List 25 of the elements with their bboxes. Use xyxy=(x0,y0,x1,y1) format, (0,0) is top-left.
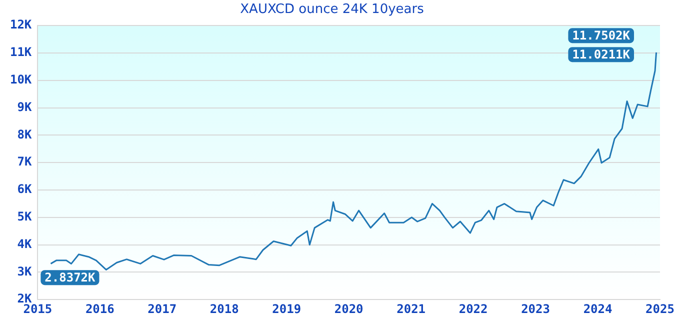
y-tick-label: 5K xyxy=(17,210,32,224)
y-tick-label: 7K xyxy=(17,154,32,169)
x-tick-label: 2018 xyxy=(210,302,239,316)
chart-title: XAUXCD ounce 24K 10years xyxy=(240,2,424,18)
y-tick-label: 8K xyxy=(17,127,32,142)
x-tick-label: 2024 xyxy=(583,302,612,316)
y-tick-label: 6K xyxy=(17,182,32,196)
x-tick-label: 2023 xyxy=(521,302,550,316)
x-tick-label: 2025 xyxy=(646,302,674,316)
x-tick-label: 2015 xyxy=(23,302,52,316)
x-tick-label: 2022 xyxy=(458,302,488,316)
y-tick-label: 12K xyxy=(10,18,32,32)
y-tick-label: 4K xyxy=(17,236,32,251)
y-tick-label: 10K xyxy=(10,72,32,87)
annotation: 2.8372K xyxy=(44,270,96,285)
x-tick-label: 2016 xyxy=(85,302,114,316)
x-tick-label: 2021 xyxy=(396,302,426,316)
x-tick-label: 2019 xyxy=(272,302,302,316)
x-tick-label: 2020 xyxy=(334,302,364,316)
y-tick-label: 3K xyxy=(17,264,32,278)
annotation: 11.0211K xyxy=(572,48,631,62)
x-tick-label: 2017 xyxy=(148,302,177,316)
y-tick-label: 9K xyxy=(17,100,32,114)
annotation: 11.7502K xyxy=(572,28,631,43)
y-tick-label: 11K xyxy=(10,45,32,60)
